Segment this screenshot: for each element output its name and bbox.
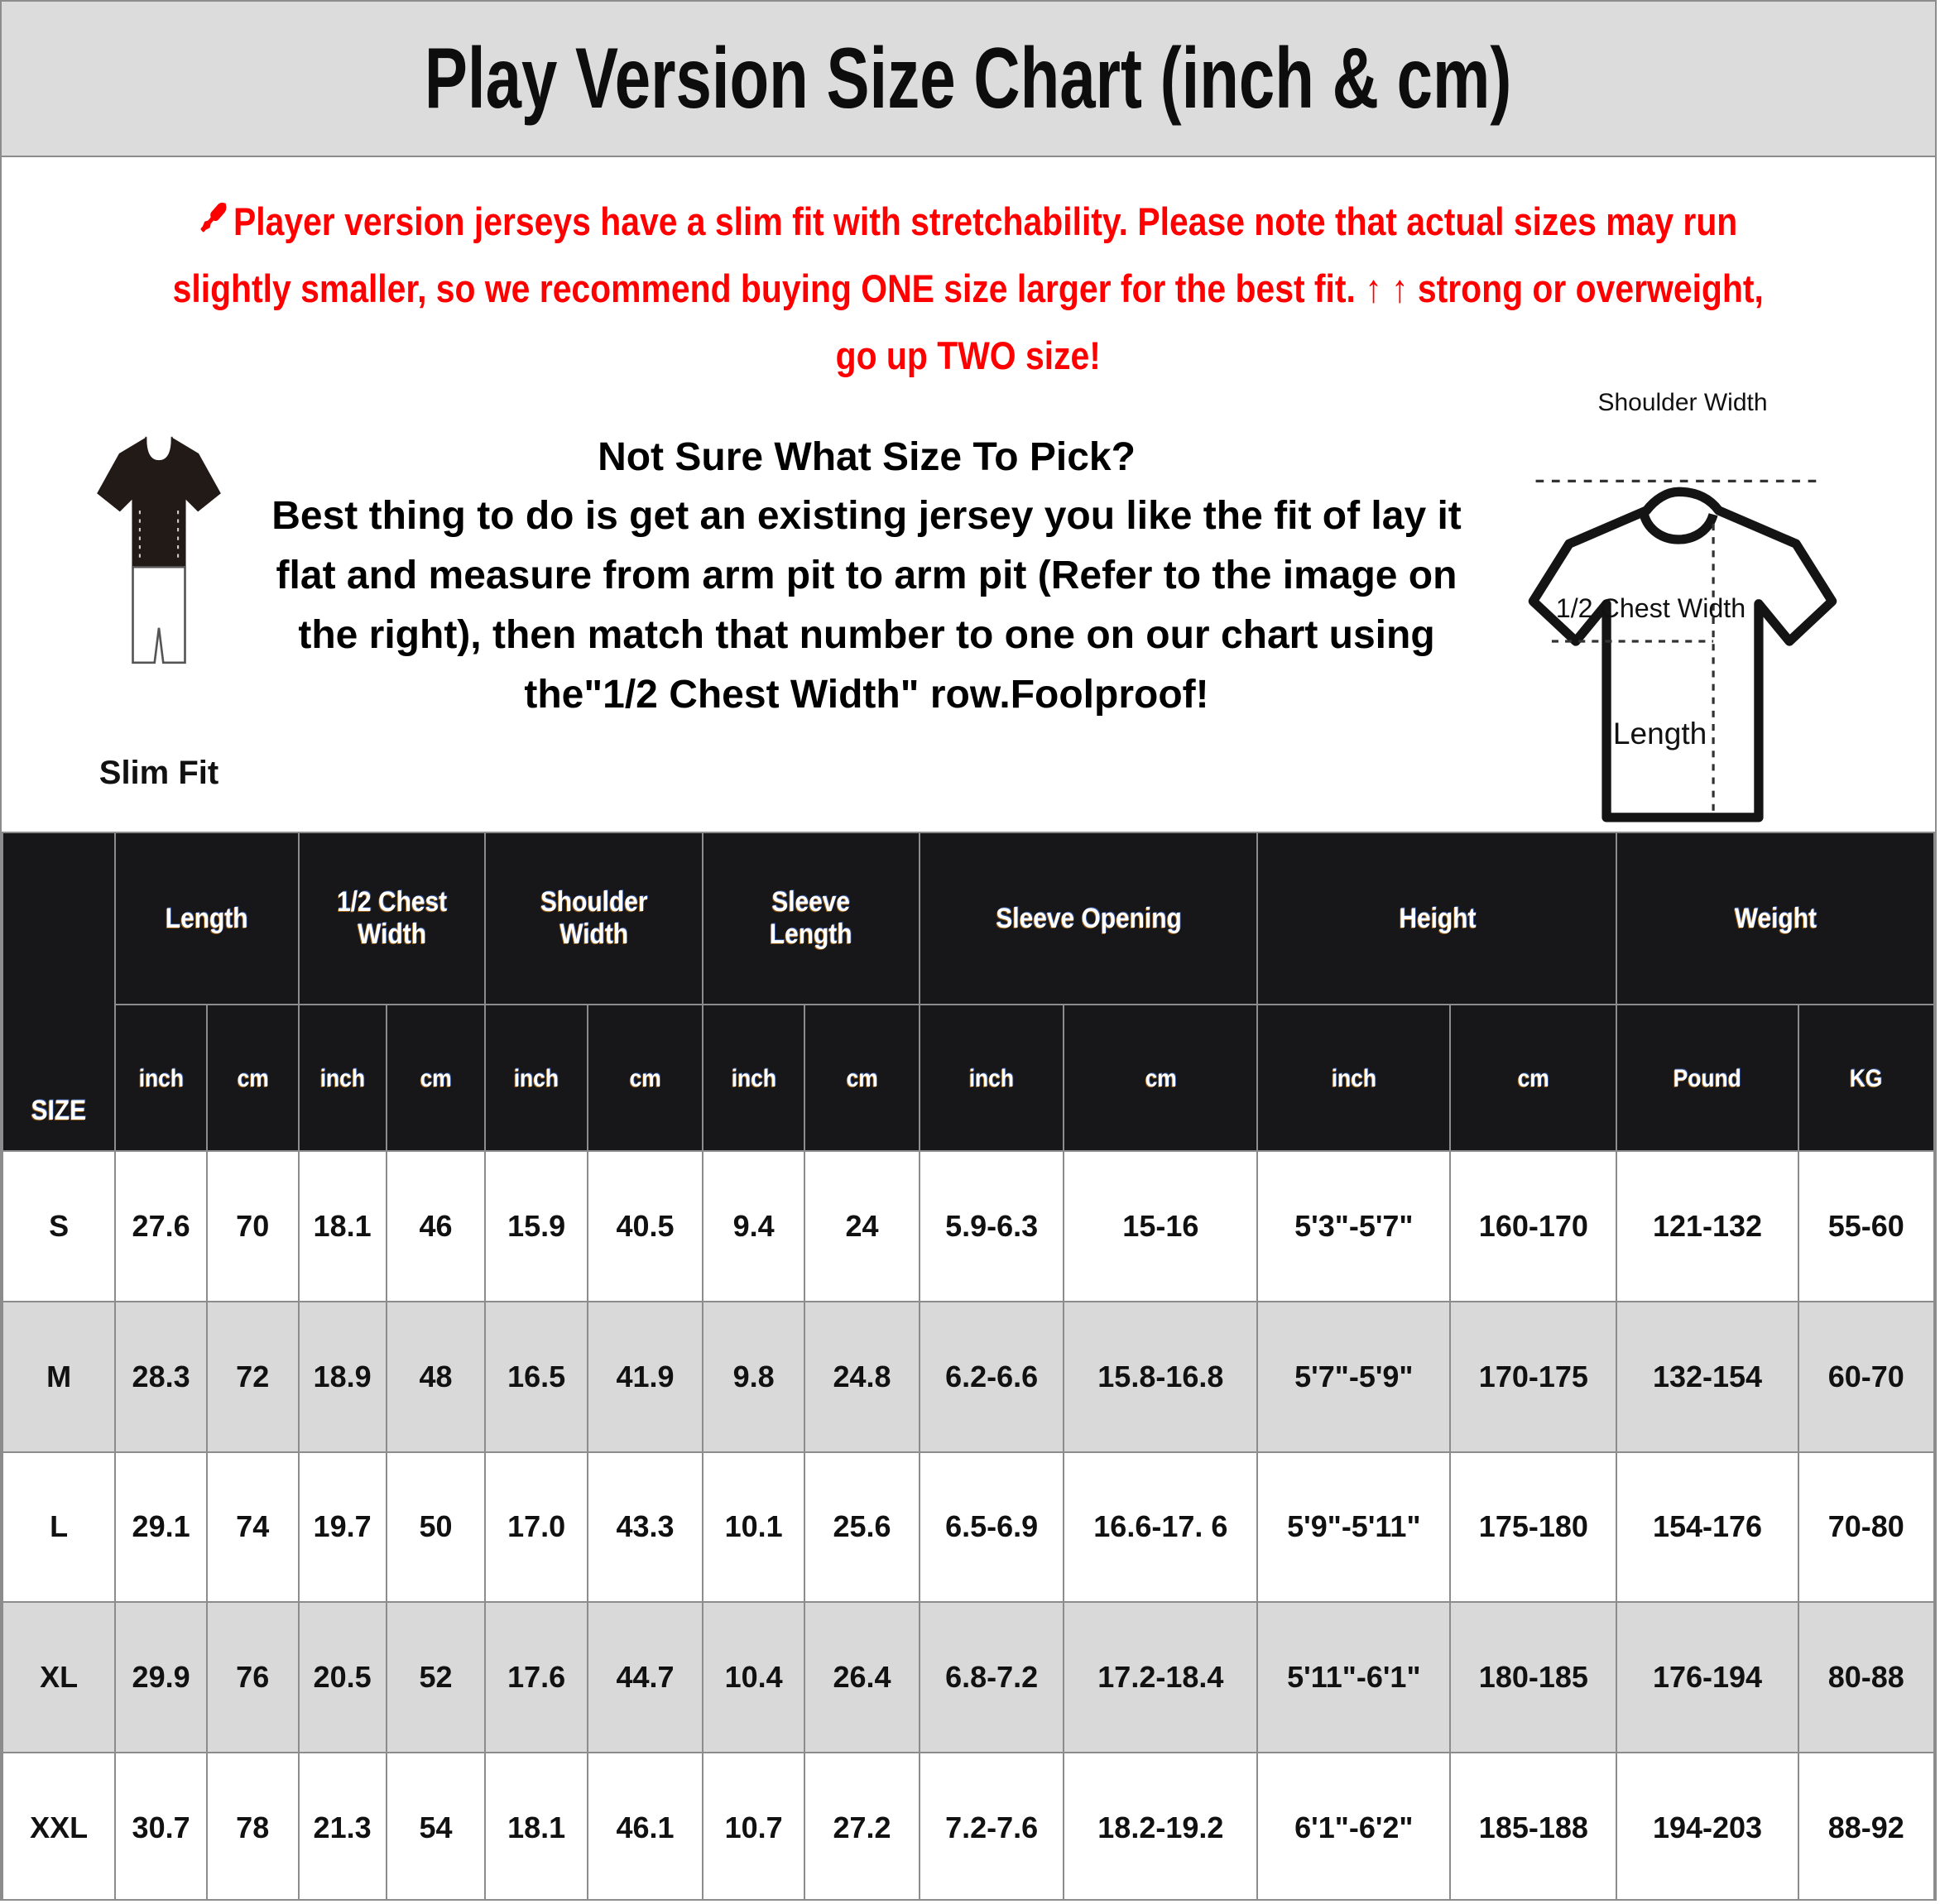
svg-text:1/2 Chest Width: 1/2 Chest Width	[1556, 593, 1746, 623]
svg-text:Length: Length	[1613, 717, 1707, 751]
